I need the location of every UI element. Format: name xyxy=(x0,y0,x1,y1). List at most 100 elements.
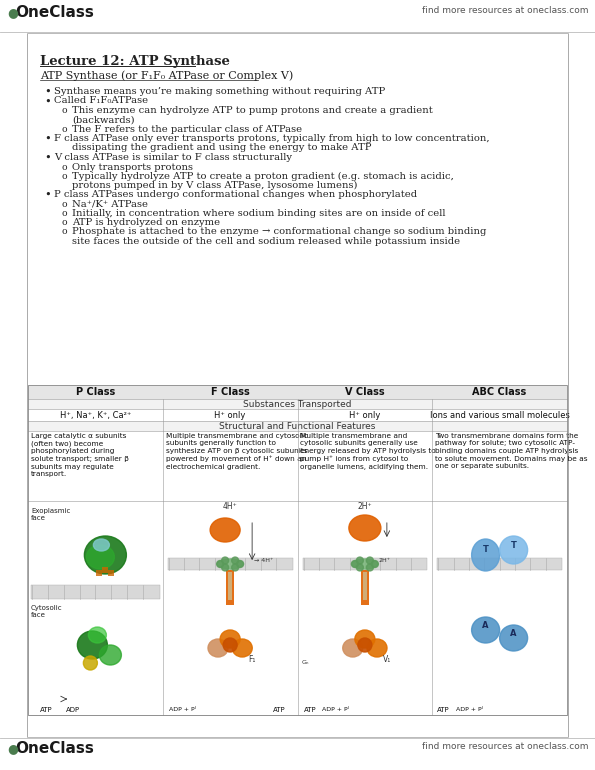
Text: Na⁺/K⁺ ATPase: Na⁺/K⁺ ATPase xyxy=(72,200,148,209)
Bar xyxy=(302,558,427,570)
Text: Multiple transmembrane and
cytosolic subunits generally use
energy released by A: Multiple transmembrane and cytosolic sub… xyxy=(300,433,436,470)
Text: OneClass: OneClass xyxy=(15,741,94,756)
Ellipse shape xyxy=(500,625,528,651)
Ellipse shape xyxy=(367,639,387,657)
Text: P Class: P Class xyxy=(76,387,115,397)
Ellipse shape xyxy=(89,627,107,643)
Ellipse shape xyxy=(217,559,243,569)
Text: ADP: ADP xyxy=(66,707,80,713)
Text: ATP: ATP xyxy=(273,707,286,713)
Text: o: o xyxy=(62,219,68,227)
Ellipse shape xyxy=(352,559,378,569)
Bar xyxy=(163,490,298,715)
Text: •: • xyxy=(44,152,51,162)
Bar xyxy=(28,385,567,715)
Text: Initially, in concentration where sodium binding sites are on inside of cell: Initially, in concentration where sodium… xyxy=(72,209,446,218)
Text: V class ATPase is similar to F class structurally: V class ATPase is similar to F class str… xyxy=(54,152,292,162)
Bar xyxy=(28,385,567,399)
Text: P class ATPases undergo conformational changes when phosphorylated: P class ATPases undergo conformational c… xyxy=(54,190,417,199)
Text: ADP + Pᴵ: ADP + Pᴵ xyxy=(456,707,483,712)
Circle shape xyxy=(231,564,239,571)
Text: Multiple transmembrane and cytosolic
subunits generally function to
synthesize A: Multiple transmembrane and cytosolic sub… xyxy=(166,433,308,470)
Text: F₁: F₁ xyxy=(248,655,255,664)
Text: H⁺, Na⁺, K⁺, Ca²⁺: H⁺, Na⁺, K⁺, Ca²⁺ xyxy=(60,411,131,420)
Circle shape xyxy=(83,656,98,670)
Text: H⁺ only: H⁺ only xyxy=(349,411,381,420)
Text: The F refers to the particular class of ATPase: The F refers to the particular class of … xyxy=(72,125,302,133)
Text: Typically hydrolyze ATP to create a proton gradient (e.g. stomach is acidic,: Typically hydrolyze ATP to create a prot… xyxy=(72,172,454,181)
Circle shape xyxy=(356,564,364,571)
Text: Cytosolic
face: Cytosolic face xyxy=(31,605,62,618)
Text: ●: ● xyxy=(7,742,18,755)
Text: Large catalytic α subunits
(often two) become
phosphorylated during
solute trans: Large catalytic α subunits (often two) b… xyxy=(31,433,129,477)
Text: A: A xyxy=(483,621,489,631)
Ellipse shape xyxy=(84,536,126,574)
Text: o: o xyxy=(62,162,68,172)
Bar xyxy=(226,570,234,605)
Text: •: • xyxy=(44,86,51,96)
Ellipse shape xyxy=(472,617,500,643)
Bar xyxy=(432,490,567,715)
Text: 4H⁺: 4H⁺ xyxy=(223,502,237,511)
Text: dissipating the gradient and using the energy to make ATP: dissipating the gradient and using the e… xyxy=(72,143,371,152)
Text: ATP is hydrolyzed on enzyme: ATP is hydrolyzed on enzyme xyxy=(72,219,220,227)
Text: F class ATPase only ever transports protons, typically from high to low concentr: F class ATPase only ever transports prot… xyxy=(54,134,490,142)
Text: 2H⁺: 2H⁺ xyxy=(379,558,391,563)
Text: T: T xyxy=(483,545,488,554)
Text: Only transports protons: Only transports protons xyxy=(72,162,193,172)
Text: ADP + Pᴵ: ADP + Pᴵ xyxy=(169,707,196,712)
Bar xyxy=(168,558,293,570)
Ellipse shape xyxy=(86,545,114,569)
Text: Called F₁F₀ATPase: Called F₁F₀ATPase xyxy=(54,96,148,105)
Text: find more resources at oneclass.com: find more resources at oneclass.com xyxy=(421,6,588,15)
Text: •: • xyxy=(44,190,51,200)
Text: Synthase means you’re making something without requiring ATP: Synthase means you’re making something w… xyxy=(54,86,385,95)
Text: H⁺ only: H⁺ only xyxy=(214,411,246,420)
Bar xyxy=(28,490,163,715)
Text: ATP: ATP xyxy=(437,707,450,713)
Ellipse shape xyxy=(232,639,252,657)
Text: find more resources at oneclass.com: find more resources at oneclass.com xyxy=(421,742,588,751)
Bar xyxy=(298,490,432,715)
Text: Two transmembrane domains form the
pathway for solute; two cytosolic ATP-
bindin: Two transmembrane domains form the pathw… xyxy=(436,433,588,469)
Circle shape xyxy=(356,557,364,564)
Circle shape xyxy=(237,561,243,567)
Text: o: o xyxy=(62,209,68,218)
Text: Lecture 12: ATP Synthase: Lecture 12: ATP Synthase xyxy=(40,55,230,68)
Circle shape xyxy=(371,561,378,567)
Ellipse shape xyxy=(210,518,240,542)
Text: •: • xyxy=(44,96,51,106)
Circle shape xyxy=(358,638,372,652)
Text: Gₙ: Gₙ xyxy=(302,660,309,665)
Ellipse shape xyxy=(220,630,240,648)
Circle shape xyxy=(221,557,228,564)
Bar xyxy=(96,570,102,576)
Text: F Class: F Class xyxy=(211,387,249,397)
Text: ATP: ATP xyxy=(303,707,316,713)
Circle shape xyxy=(231,557,239,564)
Bar xyxy=(31,585,159,599)
Text: o: o xyxy=(62,200,68,209)
Bar xyxy=(102,567,108,573)
Bar xyxy=(108,570,114,576)
Circle shape xyxy=(223,638,237,652)
Text: ●: ● xyxy=(7,6,18,19)
Ellipse shape xyxy=(208,639,228,657)
Circle shape xyxy=(217,561,224,567)
Text: Structural and Functional Features: Structural and Functional Features xyxy=(220,422,375,431)
Text: V Class: V Class xyxy=(345,387,385,397)
Circle shape xyxy=(221,564,228,571)
Text: protons pumped in by V class ATPase, lysosome lumens): protons pumped in by V class ATPase, lys… xyxy=(72,181,358,190)
Text: (backwards): (backwards) xyxy=(72,116,134,124)
Text: o: o xyxy=(62,227,68,236)
Ellipse shape xyxy=(77,631,107,659)
Bar xyxy=(361,570,369,605)
Text: ABC Class: ABC Class xyxy=(472,387,527,397)
Text: site faces the outside of the cell and sodium released while potassium inside: site faces the outside of the cell and s… xyxy=(72,236,460,246)
Text: A: A xyxy=(511,630,517,638)
Text: V₁: V₁ xyxy=(383,655,391,664)
Text: o: o xyxy=(62,106,68,115)
Text: T: T xyxy=(511,541,516,551)
Bar xyxy=(0,0,595,32)
Text: ATP Synthase (or F₁F₀ ATPase or Complex V): ATP Synthase (or F₁F₀ ATPase or Complex … xyxy=(40,71,293,81)
